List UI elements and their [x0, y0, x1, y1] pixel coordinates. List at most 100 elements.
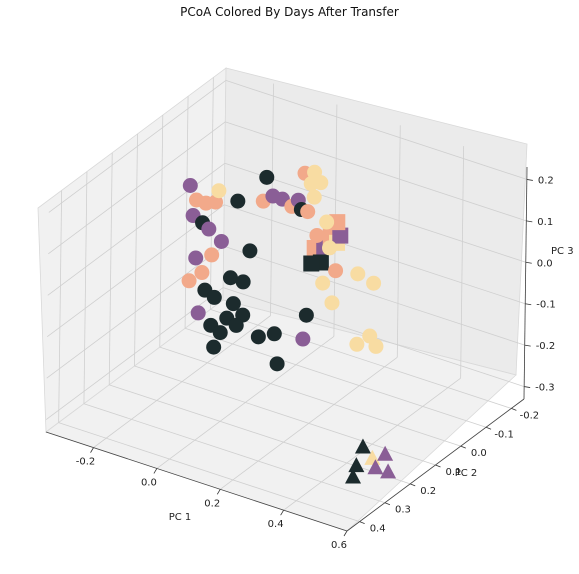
data-points	[181, 164, 397, 484]
data-point-circle	[309, 227, 325, 243]
x-tick	[153, 468, 158, 474]
data-point-circle	[250, 329, 266, 345]
data-point-circle	[350, 266, 366, 282]
y-tick-label: 0.2	[420, 486, 436, 497]
data-point-square	[329, 214, 346, 231]
data-point-circle	[201, 221, 217, 237]
x-gridline	[396, 125, 401, 358]
y-axis-label: PC 2	[455, 468, 478, 479]
z-tick	[526, 179, 533, 181]
y-gridline	[209, 77, 214, 310]
z-tick	[525, 261, 532, 264]
y-tick	[460, 445, 466, 449]
z-tick-label: -0.2	[536, 341, 556, 352]
z-axis-line	[523, 166, 528, 400]
x-tick-label: 0.6	[331, 540, 347, 551]
y-tick-label: 0.1	[446, 467, 462, 478]
data-point-circle	[181, 273, 197, 289]
data-point-circle	[366, 275, 382, 291]
y-gridline	[83, 171, 88, 404]
y-gridline	[184, 327, 487, 428]
data-point-circle	[266, 326, 282, 342]
y-gridline	[83, 403, 386, 504]
data-point-triangle	[354, 438, 371, 454]
data-point-circle	[206, 289, 222, 305]
z-gridline	[46, 204, 225, 338]
y-tick	[359, 521, 365, 524]
x-tick	[280, 509, 284, 516]
data-point-triangle	[345, 468, 362, 484]
z-gridline	[223, 245, 525, 346]
data-point-circle	[222, 270, 238, 286]
z-tick	[524, 386, 531, 388]
z-tick-label: 0.1	[537, 217, 553, 228]
data-point-circle	[259, 169, 275, 185]
z-tick-label: 0.2	[538, 175, 554, 186]
data-point-circle	[230, 193, 246, 209]
z-tick	[525, 303, 532, 306]
data-point-triangle	[377, 445, 394, 461]
data-point-circle	[213, 233, 229, 249]
data-point-circle	[306, 189, 322, 205]
data-point-circle	[208, 194, 224, 210]
y-tick	[511, 408, 517, 411]
z-tick-label: 0.0	[537, 258, 553, 269]
data-point-circle	[204, 247, 220, 263]
data-point-square	[332, 227, 349, 244]
data-point-circle	[206, 339, 222, 355]
y-gridline	[58, 422, 360, 522]
z-gridline	[225, 80, 527, 180]
data-point-circle	[190, 305, 206, 321]
y-tick	[485, 426, 492, 430]
data-point-circle	[328, 263, 344, 279]
data-point-circle	[324, 295, 340, 311]
data-point-circle	[182, 177, 198, 193]
data-point-circle	[212, 325, 228, 341]
data-point-circle	[322, 240, 338, 256]
data-point-circle	[228, 317, 244, 333]
y-axis-line	[346, 398, 525, 532]
x-tick-label: 0.2	[204, 498, 220, 509]
data-point-triangle	[380, 463, 397, 479]
z-gridline	[46, 245, 224, 379]
data-point-circle	[211, 183, 227, 199]
data-point-circle	[235, 274, 251, 290]
data-point-circle	[315, 275, 331, 291]
data-point-circle	[269, 356, 285, 372]
grid-lines	[45, 77, 528, 532]
data-point-circle	[298, 307, 314, 323]
data-point-circle	[242, 243, 258, 259]
data-point-circle	[300, 204, 316, 220]
y-gridline	[58, 190, 63, 423]
y-tick	[410, 483, 416, 487]
data-point-circle	[368, 338, 384, 354]
y-tick-label: 0.4	[370, 524, 386, 535]
y-gridline	[108, 152, 113, 385]
y-tick	[384, 502, 391, 506]
y-gridline	[134, 133, 138, 367]
data-point-square	[303, 255, 320, 272]
z-tick-label: -0.1	[536, 300, 556, 311]
data-point-circle	[319, 214, 335, 230]
data-point-circle	[313, 175, 329, 191]
x-tick	[90, 447, 94, 453]
z-gridline	[48, 121, 226, 255]
z-gridline	[48, 80, 227, 213]
x-tick	[216, 489, 221, 495]
x-gridline	[460, 146, 465, 379]
z-gridline	[224, 162, 526, 263]
data-point-circle	[349, 336, 365, 352]
data-point-circle	[188, 250, 204, 266]
x-axis-label: PC 1	[169, 512, 192, 523]
data-point-circle	[194, 265, 210, 281]
y-tick-label: 0.0	[471, 448, 487, 459]
x-axis-line	[45, 431, 348, 532]
x-tick-label: 0.0	[141, 477, 157, 488]
x-tick-label: -0.2	[76, 457, 96, 468]
z-tick	[524, 344, 531, 347]
data-point-triangle	[367, 459, 384, 475]
z-gridline	[225, 121, 527, 222]
y-tick	[435, 464, 441, 468]
chart-title: PCoA Colored By Days After Transfer	[180, 5, 399, 19]
data-point-triangle	[348, 457, 365, 473]
